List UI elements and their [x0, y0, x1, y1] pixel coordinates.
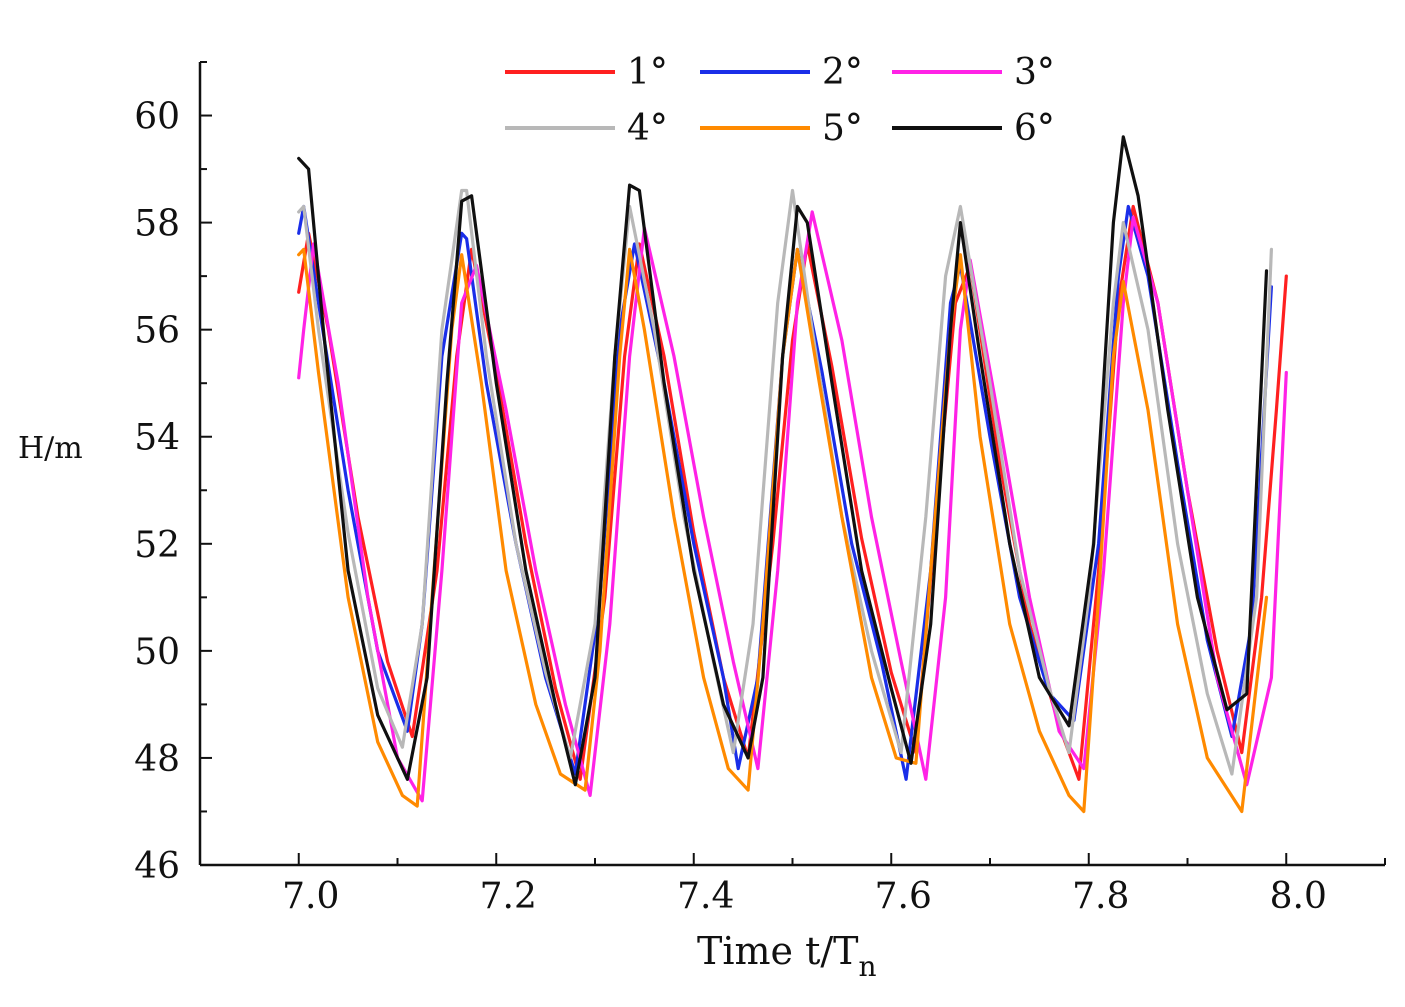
- x-tick-label: 7.8: [1072, 876, 1129, 917]
- y-tick-label: 50: [134, 632, 180, 673]
- x-tick-label: 7.2: [480, 876, 537, 917]
- y-tick-label: 58: [134, 204, 180, 245]
- x-axis-label: Time t/Tn: [697, 929, 877, 983]
- series-line-3: [297, 210, 1288, 803]
- y-tick-label: 56: [134, 311, 180, 352]
- series-line-4: [297, 188, 1274, 776]
- x-tick-label: 7.0: [282, 876, 339, 917]
- legend-label-6: 6°: [1014, 108, 1055, 149]
- y-tick-label: 48: [134, 739, 180, 780]
- x-tick-label: 8.0: [1270, 876, 1327, 917]
- y-tick-label: 46: [134, 846, 180, 887]
- x-ticks: 7.0 7.2 7.4 7.6 7.8 8.0: [199, 853, 1386, 917]
- legend-label-1: 1°: [627, 52, 668, 93]
- legend-label-4: 4°: [627, 108, 668, 149]
- x-axis-label-main: Time t/T: [697, 929, 859, 973]
- y-axis-label: H/m: [18, 431, 83, 466]
- series-layer: [297, 135, 1288, 814]
- x-axis-label-subscript: n: [859, 950, 877, 983]
- y-tick-label: 60: [134, 97, 180, 138]
- y-ticks: 46 48 50 52 54 56 58 60: [134, 61, 212, 887]
- series-line-6: [297, 135, 1269, 787]
- y-tick-label: 52: [134, 525, 180, 566]
- legend-label-5: 5°: [822, 108, 863, 149]
- legend: 1° 2° 3° 4° 5° 6°: [505, 52, 1055, 149]
- x-tick-label: 7.4: [677, 876, 734, 917]
- legend-label-3: 3°: [1014, 52, 1055, 93]
- y-tick-label: 54: [134, 418, 180, 459]
- x-tick-label: 7.6: [875, 876, 932, 917]
- legend-label-2: 2°: [822, 52, 863, 93]
